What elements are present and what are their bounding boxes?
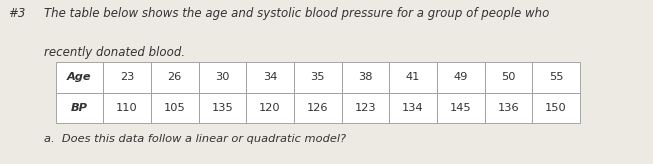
Text: 123: 123 (355, 103, 376, 113)
Text: 35: 35 (310, 72, 325, 82)
Text: 50: 50 (501, 72, 516, 82)
Bar (437, 62, 485, 93)
Text: 49: 49 (453, 72, 468, 82)
Bar (294, 93, 342, 123)
Bar (151, 93, 199, 123)
Text: 136: 136 (498, 103, 519, 113)
Text: 135: 135 (212, 103, 233, 113)
Bar (151, 62, 199, 93)
Bar (199, 93, 246, 123)
Text: #3: #3 (8, 7, 25, 20)
Bar (342, 62, 389, 93)
Bar (389, 62, 437, 93)
Bar (246, 62, 294, 93)
Bar (294, 62, 342, 93)
Bar (103, 62, 151, 93)
Text: 134: 134 (402, 103, 424, 113)
Text: 23: 23 (119, 72, 135, 82)
Text: 41: 41 (406, 72, 421, 82)
Bar (199, 62, 246, 93)
Text: 145: 145 (450, 103, 471, 113)
Text: 150: 150 (545, 103, 567, 113)
Bar (532, 62, 580, 93)
Text: Age: Age (67, 72, 91, 82)
Text: 34: 34 (263, 72, 278, 82)
Text: 110: 110 (116, 103, 138, 113)
Bar (485, 93, 532, 123)
Text: 105: 105 (164, 103, 185, 113)
Bar (532, 93, 580, 123)
Bar (485, 62, 532, 93)
Text: 30: 30 (215, 72, 230, 82)
Text: 126: 126 (307, 103, 328, 113)
Bar (246, 93, 294, 123)
Text: The table below shows the age and systolic blood pressure for a group of people : The table below shows the age and systol… (44, 7, 550, 20)
Text: 55: 55 (549, 72, 564, 82)
Bar (103, 93, 151, 123)
Text: recently donated blood.: recently donated blood. (44, 46, 185, 59)
Bar (389, 93, 437, 123)
Bar (342, 93, 389, 123)
Text: 120: 120 (259, 103, 281, 113)
Text: 38: 38 (358, 72, 373, 82)
Text: 26: 26 (168, 72, 182, 82)
Text: BP: BP (71, 103, 88, 113)
Text: a.  Does this data follow a linear or quadratic model?: a. Does this data follow a linear or qua… (44, 134, 346, 144)
Bar (56, 93, 103, 123)
Bar (56, 62, 103, 93)
Bar (437, 93, 485, 123)
